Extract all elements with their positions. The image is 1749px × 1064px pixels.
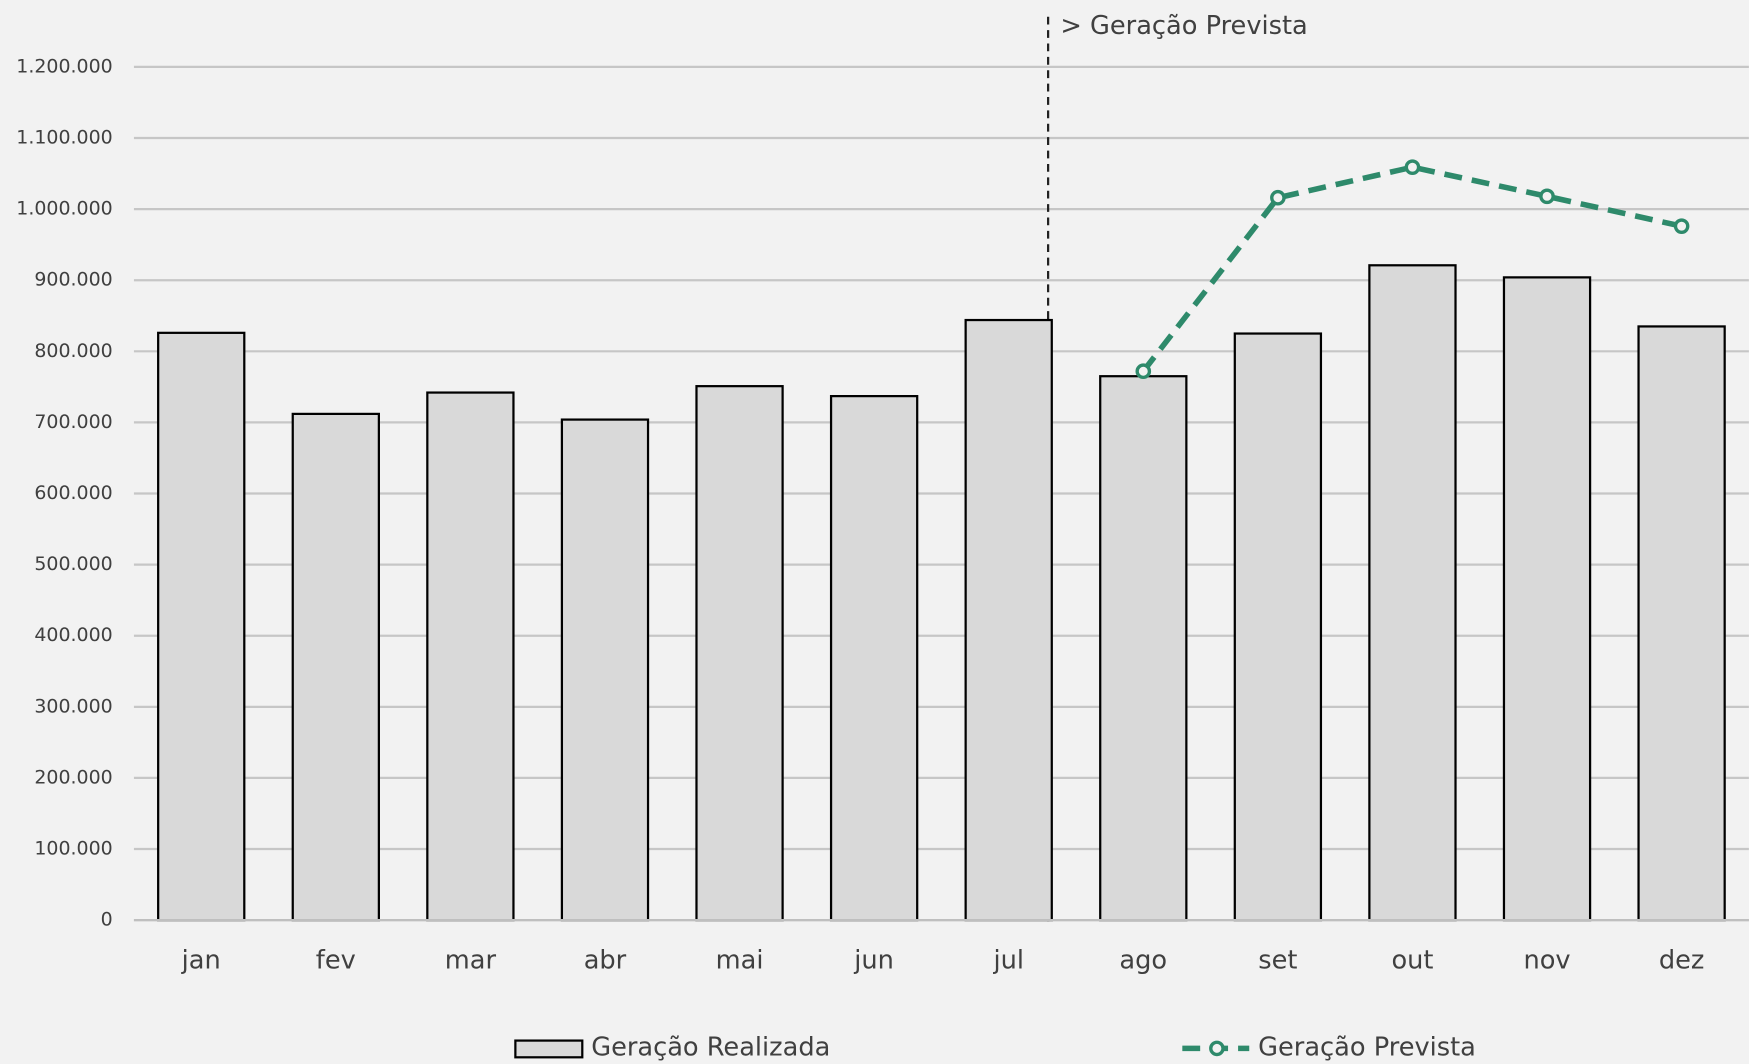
- bar: [560, 418, 650, 922]
- bar: [829, 394, 919, 922]
- bar: [1233, 332, 1323, 922]
- x-tick-label: mar: [445, 945, 497, 975]
- legend-label: Geração Realizada: [591, 1032, 830, 1062]
- legend-swatch: [514, 1039, 584, 1059]
- forecast-point: [1404, 159, 1421, 175]
- y-tick-label: 0: [101, 909, 113, 931]
- forecast-point: [1673, 218, 1690, 234]
- x-tick-label: ago: [1119, 945, 1167, 975]
- x-tick-label: dez: [1659, 945, 1705, 975]
- y-tick-label: 1.100.000: [16, 127, 112, 149]
- legend-marker: [1209, 1040, 1225, 1057]
- x-tick-label: out: [1391, 945, 1433, 975]
- bar: [695, 385, 784, 922]
- forecast-point: [1539, 188, 1555, 205]
- x-tick-label: nov: [1523, 945, 1570, 975]
- x-tick-label: mai: [716, 945, 764, 975]
- bar: [1368, 264, 1457, 922]
- legend-label: Geração Prevista: [1258, 1032, 1476, 1062]
- annotation: > Geração Prevista: [1060, 11, 1307, 41]
- y-tick-label: 400.000: [34, 624, 112, 646]
- bar: [1099, 375, 1188, 922]
- y-tick-label: 300.000: [34, 695, 112, 717]
- bar: [1637, 325, 1726, 922]
- bar: [157, 331, 246, 922]
- y-tick-label: 200.000: [34, 766, 112, 788]
- x-tick-label: fev: [316, 945, 356, 975]
- x-tick-label: jun: [853, 945, 894, 975]
- y-tick-label: 1.200.000: [16, 55, 112, 77]
- bar: [1502, 276, 1592, 922]
- y-tick-label: 600.000: [34, 482, 112, 504]
- y-tick-label: 700.000: [34, 411, 112, 433]
- forecast-point: [1270, 189, 1286, 206]
- x-tick-label: set: [1258, 945, 1297, 975]
- x-tick-label: abr: [584, 945, 627, 975]
- y-tick-label: 500.000: [34, 553, 112, 575]
- y-tick-label: 100.000: [34, 838, 112, 860]
- bar: [964, 318, 1053, 922]
- x-tick-label: jul: [992, 945, 1024, 975]
- y-tick-label: 900.000: [34, 269, 112, 291]
- bar: [291, 412, 380, 922]
- y-tick-label: 1.000.000: [16, 198, 112, 220]
- bar: [426, 391, 515, 922]
- forecast-point: [1135, 363, 1152, 380]
- x-tick-label: jan: [181, 945, 221, 975]
- forecast-line: [1141, 164, 1683, 373]
- y-tick-label: 800.000: [34, 340, 112, 362]
